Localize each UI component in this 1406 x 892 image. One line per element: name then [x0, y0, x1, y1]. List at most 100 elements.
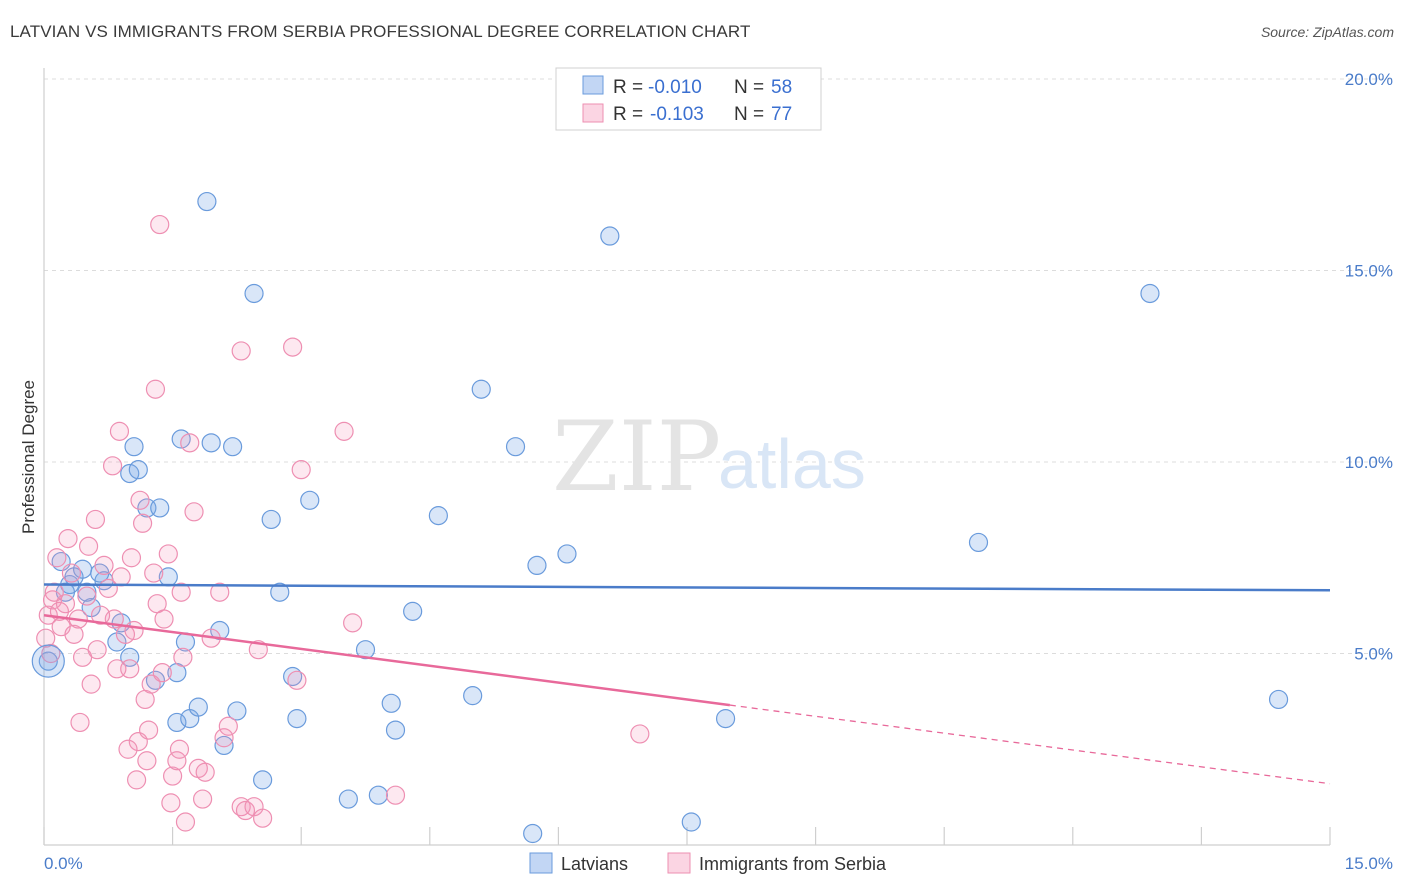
- latvians-point-28: [227, 701, 247, 721]
- serbia-point-76: [90, 605, 111, 625]
- serbia-point-32: [137, 751, 157, 771]
- serbia-point-36: [145, 379, 166, 399]
- serbia-point-33: [138, 720, 159, 740]
- latvians-point-30: [253, 770, 273, 790]
- latvians-point-0: [38, 651, 58, 671]
- legend-r-value-1: -0.010: [648, 77, 702, 98]
- axes: [43, 68, 1331, 846]
- serbia-point-60: [248, 640, 268, 660]
- serbia-point-13: [78, 536, 99, 556]
- serbia-point-17: [94, 555, 114, 576]
- y-tick-labels: 5.0% 10.0% 15.0% 20.0%: [1345, 70, 1393, 664]
- latvians-point-31: [261, 509, 281, 530]
- y-tick-label-2: 15.0%: [1345, 262, 1393, 281]
- latvians-point-57: [120, 647, 140, 667]
- correlation-legend: R = -0.010 N = 58 R = -0.103 N = 77: [555, 67, 822, 131]
- bottom-legend-swatch-serbia: [667, 852, 691, 874]
- serbia-point-68: [385, 785, 406, 805]
- serbia-point-63: [283, 337, 303, 357]
- latvians-point-12: [128, 460, 148, 480]
- bottom-legend-swatch-latvians: [529, 852, 553, 874]
- latvians-point-42: [428, 506, 448, 526]
- y-tick-label-0: 5.0%: [1354, 645, 1393, 664]
- trend-line-dashed-1: [729, 704, 1331, 785]
- latvians-point-45: [505, 437, 526, 457]
- legend-swatch-latvians: [582, 75, 604, 95]
- latvians-point-29: [244, 283, 264, 304]
- latvians-point-17: [167, 712, 187, 733]
- serbia-point-26: [121, 548, 142, 568]
- serbia-point-6: [55, 594, 76, 614]
- latvians-point-46: [523, 823, 543, 844]
- chart-title: LATVIAN VS IMMIGRANTS FROM SERBIA PROFES…: [10, 22, 751, 41]
- legend-n-label-2: N =: [734, 104, 764, 125]
- serbia-point-23: [111, 567, 131, 587]
- legend-r-value-2: -0.103: [650, 104, 704, 125]
- data-points: [31, 191, 1289, 844]
- serbia-point-15: [85, 509, 106, 530]
- latvians-point-44: [471, 379, 491, 399]
- serbia-point-43: [163, 766, 183, 786]
- legend-n-value-1: 58: [771, 77, 792, 98]
- legend-r-label-1: R =: [613, 77, 643, 98]
- y-tick-label-1: 10.0%: [1345, 453, 1393, 472]
- serbia-point-49: [184, 502, 204, 522]
- serbia-point-65: [291, 460, 311, 480]
- latvians-point-37: [355, 640, 376, 660]
- serbia-point-41: [158, 544, 178, 564]
- serbia-point-0: [36, 628, 56, 648]
- latvians-point-48: [557, 544, 577, 564]
- serbia-point-30: [132, 513, 153, 533]
- latvians-point-27: [223, 437, 243, 457]
- latvians-point-53: [1140, 283, 1160, 304]
- latvians-point-41: [403, 601, 423, 621]
- x-tick-label-0: 0.0%: [44, 854, 83, 873]
- serbia-point-44: [167, 751, 187, 771]
- latvians-point-49: [600, 226, 620, 246]
- serbia-point-75: [173, 647, 193, 667]
- serbia-point-66: [334, 421, 354, 441]
- serbia-point-42: [161, 793, 181, 813]
- latvians-point-35: [300, 490, 320, 510]
- serbia-point-69: [630, 724, 650, 744]
- serbia-point-73: [118, 739, 138, 759]
- serbia-point-3: [42, 590, 63, 610]
- serbia-point-14: [81, 674, 101, 694]
- latvians-point-40: [385, 720, 406, 740]
- serbia-point-61: [253, 808, 273, 828]
- serbia-point-34: [141, 674, 161, 694]
- serbia-point-46: [171, 582, 191, 602]
- legend-r-label-2: R =: [613, 104, 643, 125]
- y-tick-label-3: 20.0%: [1345, 70, 1393, 89]
- watermark: ZIP atlas: [552, 401, 866, 513]
- serbia-point-39: [152, 663, 172, 683]
- serbia-point-72: [70, 712, 90, 733]
- serbia-point-4: [47, 548, 67, 568]
- latvians-point-51: [715, 709, 736, 729]
- serbia-point-48: [180, 433, 200, 453]
- source-credit: Source: ZipAtlas.com: [1260, 24, 1394, 40]
- legend-box: [555, 67, 822, 131]
- serbia-point-16: [87, 640, 107, 660]
- serbia-point-62: [231, 341, 251, 361]
- latvians-point-26: [214, 735, 234, 756]
- latvians-point-38: [368, 785, 388, 805]
- serbia-point-47: [175, 812, 196, 832]
- serbia-point-38: [150, 214, 170, 235]
- serbia-point-8: [61, 563, 82, 583]
- serbia-point-22: [109, 421, 130, 441]
- latvians-point-50: [681, 812, 701, 832]
- latvians-point-47: [527, 555, 547, 576]
- serbia-point-70: [44, 582, 64, 602]
- watermark-atlas: atlas: [718, 425, 866, 503]
- serbia-point-67: [343, 613, 363, 633]
- latvians-cluster-point: [31, 644, 65, 678]
- latvians-point-32: [270, 582, 290, 602]
- trend-lines: [43, 583, 1331, 785]
- latvians-point-34: [287, 709, 307, 729]
- trend-line-0: [43, 583, 1331, 592]
- serbia-point-74: [126, 770, 147, 790]
- serbia-point-25: [120, 659, 140, 679]
- x-tick-label-1: 15.0%: [1345, 854, 1393, 873]
